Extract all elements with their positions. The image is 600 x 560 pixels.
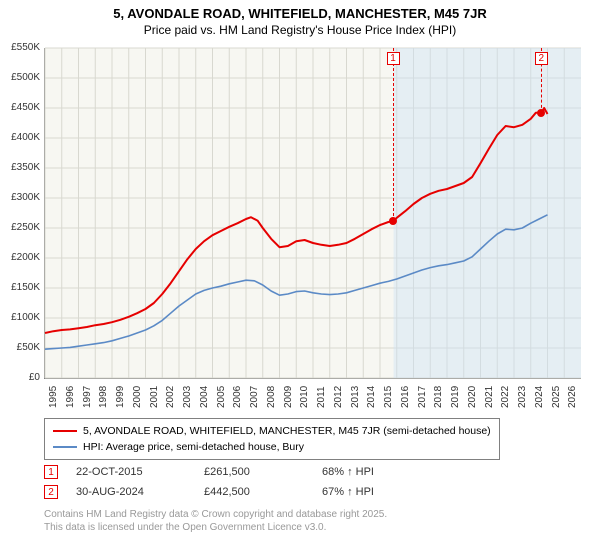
- sale-marker-label: 1: [387, 52, 400, 65]
- title-subtitle: Price paid vs. HM Land Registry's House …: [0, 23, 600, 37]
- x-tick-label: 2008: [266, 386, 277, 408]
- x-tick-label: 2004: [199, 386, 210, 408]
- x-tick-label: 2006: [232, 386, 243, 408]
- sale-row: 2 30-AUG-2024 £442,500 67% ↑ HPI: [44, 482, 374, 502]
- sale-row: 1 22-OCT-2015 £261,500 68% ↑ HPI: [44, 462, 374, 482]
- x-tick-label: 2025: [551, 386, 562, 408]
- x-tick-label: 2018: [433, 386, 444, 408]
- y-tick-label: £350K: [0, 162, 40, 173]
- x-tick-label: 2023: [517, 386, 528, 408]
- x-tick-label: 2013: [350, 386, 361, 408]
- y-tick-label: £550K: [0, 42, 40, 53]
- y-tick-label: £150K: [0, 282, 40, 293]
- legend-swatch: [53, 430, 77, 432]
- x-tick-label: 1996: [65, 386, 76, 408]
- footer-line2: This data is licensed under the Open Gov…: [44, 521, 387, 534]
- x-tick-label: 2017: [417, 386, 428, 408]
- x-tick-label: 2001: [149, 386, 160, 408]
- sale-date: 30-AUG-2024: [76, 486, 186, 498]
- x-tick-label: 2014: [366, 386, 377, 408]
- plot-area: [44, 48, 581, 379]
- title-block: 5, AVONDALE ROAD, WHITEFIELD, MANCHESTER…: [0, 0, 600, 37]
- sale-price: £261,500: [204, 466, 304, 478]
- y-tick-label: £0: [0, 372, 40, 383]
- x-tick-label: 2003: [182, 386, 193, 408]
- x-tick-label: 2020: [467, 386, 478, 408]
- x-tick-label: 2009: [283, 386, 294, 408]
- x-tick-label: 2019: [450, 386, 461, 408]
- x-tick-label: 2024: [534, 386, 545, 408]
- chart-svg: [45, 48, 581, 378]
- chart-container: 5, AVONDALE ROAD, WHITEFIELD, MANCHESTER…: [0, 0, 600, 560]
- sale-delta: 68% ↑ HPI: [322, 466, 374, 478]
- footer-line1: Contains HM Land Registry data © Crown c…: [44, 508, 387, 521]
- x-tick-label: 1999: [115, 386, 126, 408]
- y-tick-label: £450K: [0, 102, 40, 113]
- sales-table: 1 22-OCT-2015 £261,500 68% ↑ HPI 2 30-AUG-202…: [44, 462, 374, 502]
- x-tick-label: 2010: [299, 386, 310, 408]
- y-tick-label: £50K: [0, 342, 40, 353]
- legend-label: HPI: Average price, semi-detached house,…: [83, 439, 304, 455]
- x-tick-label: 2011: [316, 386, 327, 408]
- x-tick-label: 2026: [567, 386, 578, 408]
- x-tick-label: 2000: [132, 386, 143, 408]
- x-tick-label: 2007: [249, 386, 260, 408]
- y-tick-label: £500K: [0, 72, 40, 83]
- y-tick-label: £100K: [0, 312, 40, 323]
- legend-swatch: [53, 446, 77, 448]
- sale-delta: 67% ↑ HPI: [322, 486, 374, 498]
- legend-item: HPI: Average price, semi-detached house,…: [53, 439, 491, 455]
- sale-price: £442,500: [204, 486, 304, 498]
- x-tick-label: 2002: [165, 386, 176, 408]
- x-tick-label: 2005: [216, 386, 227, 408]
- legend: 5, AVONDALE ROAD, WHITEFIELD, MANCHESTER…: [44, 418, 500, 460]
- y-tick-label: £200K: [0, 252, 40, 263]
- x-tick-label: 2016: [400, 386, 411, 408]
- legend-item: 5, AVONDALE ROAD, WHITEFIELD, MANCHESTER…: [53, 423, 491, 439]
- sale-marker-dot: [389, 217, 397, 225]
- y-tick-label: £250K: [0, 222, 40, 233]
- title-address: 5, AVONDALE ROAD, WHITEFIELD, MANCHESTER…: [0, 6, 600, 21]
- x-tick-label: 1997: [82, 386, 93, 408]
- footer: Contains HM Land Registry data © Crown c…: [44, 508, 387, 534]
- y-tick-label: £300K: [0, 192, 40, 203]
- x-tick-label: 2012: [333, 386, 344, 408]
- sale-number: 1: [44, 465, 58, 479]
- x-tick-label: 2015: [383, 386, 394, 408]
- sale-number: 2: [44, 485, 58, 499]
- x-tick-label: 1998: [98, 386, 109, 408]
- x-tick-label: 2022: [500, 386, 511, 408]
- sale-date: 22-OCT-2015: [76, 466, 186, 478]
- y-tick-label: £400K: [0, 132, 40, 143]
- sale-marker-label: 2: [535, 52, 548, 65]
- legend-label: 5, AVONDALE ROAD, WHITEFIELD, MANCHESTER…: [83, 423, 491, 439]
- x-tick-label: 2021: [484, 386, 495, 408]
- sale-marker-dot: [537, 109, 545, 117]
- x-tick-label: 1995: [48, 386, 59, 408]
